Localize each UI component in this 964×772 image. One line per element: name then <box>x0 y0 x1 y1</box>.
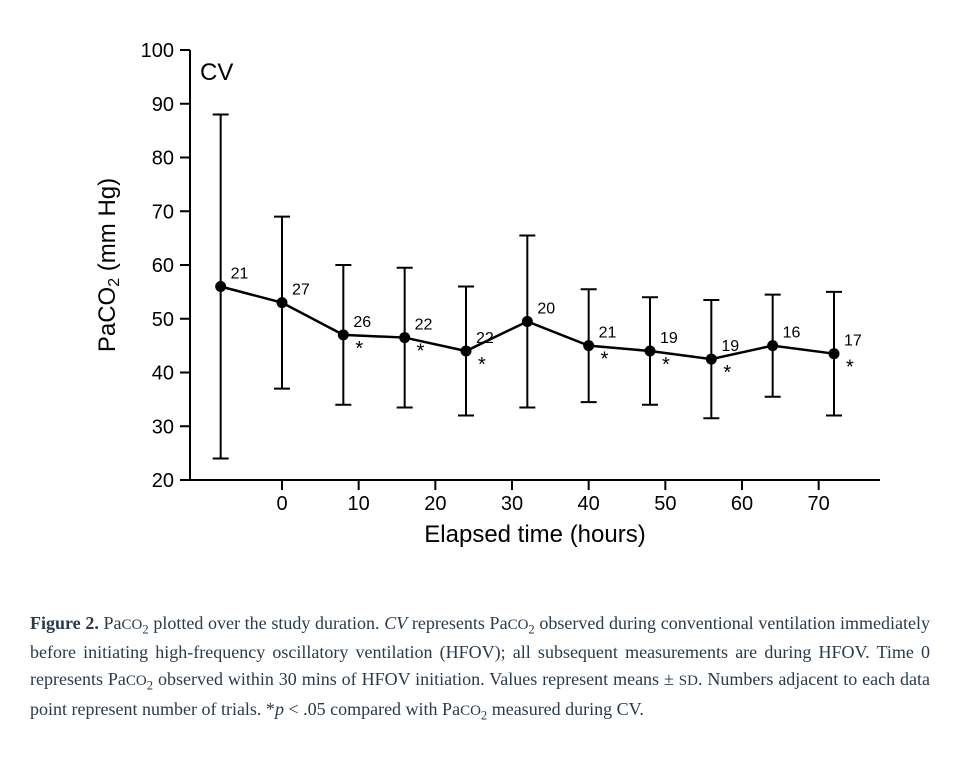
y-tick-label: 50 <box>152 309 174 331</box>
n-label: 19 <box>660 330 678 347</box>
caption-text: PaCO2 plotted over the study duration. C… <box>30 613 930 719</box>
n-label: 21 <box>231 266 249 283</box>
significance-star: * <box>846 357 854 379</box>
data-marker <box>400 333 410 343</box>
significance-star: * <box>417 341 425 363</box>
significance-star: * <box>355 338 363 360</box>
y-tick-label: 90 <box>152 94 174 116</box>
x-tick-label: 60 <box>731 493 753 515</box>
chart-area: 20 30 40 50 60 70 80 90 100 0 10 20 30 40 50 60 70 Elapse… <box>0 0 964 600</box>
n-label: 19 <box>721 338 739 355</box>
data-marker <box>277 298 287 308</box>
figure-caption: Figure 2. PaCO2 plotted over the study d… <box>30 610 930 725</box>
page-container: { "chart": { "type": "line-errorbar", "b… <box>0 0 964 772</box>
x-tick-label: 30 <box>501 493 523 515</box>
n-label: 21 <box>599 325 617 342</box>
n-label: 22 <box>476 330 494 347</box>
data-marker <box>584 341 594 351</box>
cv-label: CV <box>200 59 233 86</box>
y-tick-label: 30 <box>152 416 174 438</box>
data-marker <box>829 349 839 359</box>
n-label: 16 <box>783 325 801 342</box>
y-tick-label: 40 <box>152 363 174 385</box>
x-tick-label: 70 <box>808 493 830 515</box>
n-label: 17 <box>844 333 862 350</box>
data-marker <box>645 346 655 356</box>
n-label: 27 <box>292 282 310 299</box>
y-tick-label: 20 <box>152 470 174 492</box>
figure-label: Figure 2. <box>30 613 99 633</box>
data-marker <box>768 341 778 351</box>
significance-star: * <box>478 354 486 376</box>
y-tick-label: 60 <box>152 255 174 277</box>
x-tick-label: 20 <box>424 493 446 515</box>
significance-star: * <box>662 354 670 376</box>
significance-star: * <box>601 349 609 371</box>
x-axis-title: Elapsed time (hours) <box>424 521 645 548</box>
y-tick-label: 100 <box>141 40 174 62</box>
y-tick-label: 70 <box>152 201 174 223</box>
data-marker <box>338 330 348 340</box>
data-marker <box>461 346 471 356</box>
x-tick-label: 40 <box>578 493 600 515</box>
y-tick-label: 80 <box>152 148 174 170</box>
x-tick-label: 10 <box>348 493 370 515</box>
n-label: 26 <box>353 314 371 331</box>
data-marker <box>216 282 226 292</box>
n-label: 20 <box>537 300 555 317</box>
y-axis-title: PaCO2 (mm Hg) <box>94 178 123 352</box>
x-tick-label: 0 <box>276 493 287 515</box>
data-marker <box>522 316 532 326</box>
data-marker <box>706 354 716 364</box>
n-label: 22 <box>415 317 433 334</box>
chart-svg: 20 30 40 50 60 70 80 90 100 0 10 20 30 40 50 60 70 Elapse… <box>0 0 964 600</box>
x-tick-label: 50 <box>654 493 676 515</box>
significance-star: * <box>723 362 731 384</box>
